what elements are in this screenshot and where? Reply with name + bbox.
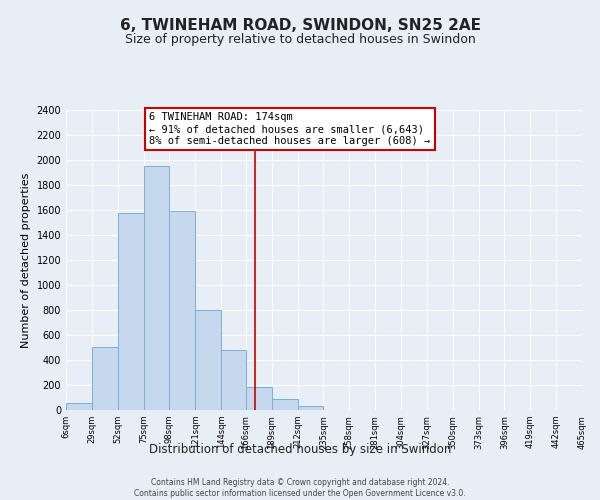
Text: Size of property relative to detached houses in Swindon: Size of property relative to detached ho…: [125, 32, 475, 46]
Y-axis label: Number of detached properties: Number of detached properties: [21, 172, 31, 348]
Bar: [92, 347, 118, 410]
Text: Distribution of detached houses by size in Swindon: Distribution of detached houses by size …: [149, 442, 451, 456]
Bar: [143, 166, 169, 410]
Text: 6 TWINEHAM ROAD: 174sqm
← 91% of detached houses are smaller (6,643)
8% of semi-: 6 TWINEHAM ROAD: 174sqm ← 91% of detache…: [149, 112, 430, 146]
Bar: [298, 406, 323, 410]
Bar: [118, 212, 143, 410]
Bar: [221, 350, 246, 410]
Bar: [195, 310, 221, 410]
Bar: [272, 399, 298, 410]
Bar: [66, 403, 92, 410]
Bar: [246, 387, 272, 410]
Text: 6, TWINEHAM ROAD, SWINDON, SN25 2AE: 6, TWINEHAM ROAD, SWINDON, SN25 2AE: [119, 18, 481, 32]
Text: Contains HM Land Registry data © Crown copyright and database right 2024.
Contai: Contains HM Land Registry data © Crown c…: [134, 478, 466, 498]
Bar: [169, 211, 195, 410]
